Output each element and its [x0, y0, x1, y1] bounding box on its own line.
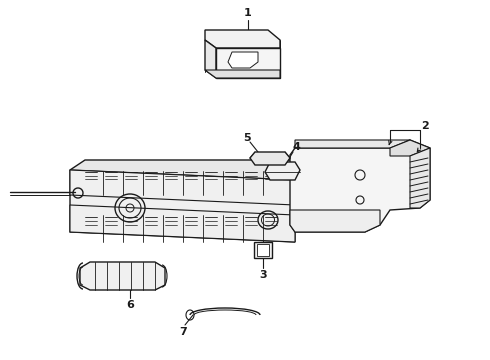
- Polygon shape: [265, 162, 300, 180]
- Polygon shape: [70, 205, 295, 242]
- Polygon shape: [257, 244, 269, 256]
- Polygon shape: [205, 70, 280, 78]
- Polygon shape: [250, 152, 290, 165]
- Polygon shape: [205, 30, 280, 48]
- Polygon shape: [390, 140, 430, 156]
- Polygon shape: [254, 242, 272, 258]
- Polygon shape: [70, 170, 295, 242]
- Polygon shape: [228, 52, 258, 68]
- Text: 1: 1: [244, 8, 252, 18]
- Text: 6: 6: [126, 300, 134, 310]
- Polygon shape: [205, 40, 216, 78]
- Polygon shape: [70, 170, 295, 205]
- Text: 4: 4: [292, 142, 300, 152]
- Polygon shape: [216, 48, 280, 78]
- Text: 7: 7: [179, 327, 187, 337]
- Text: 5: 5: [243, 133, 251, 143]
- Polygon shape: [295, 140, 410, 148]
- Text: 3: 3: [259, 270, 267, 280]
- Polygon shape: [290, 210, 380, 232]
- Polygon shape: [70, 160, 310, 180]
- Text: 2: 2: [421, 121, 429, 131]
- Polygon shape: [290, 140, 430, 232]
- Polygon shape: [410, 148, 430, 208]
- Polygon shape: [80, 262, 165, 290]
